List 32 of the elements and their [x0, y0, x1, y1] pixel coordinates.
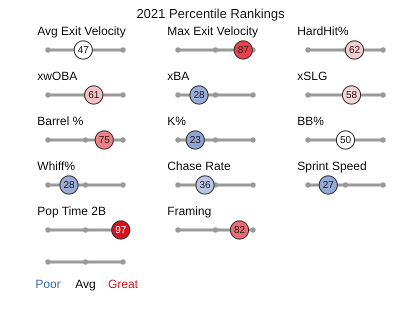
data-label: 61 [88, 90, 100, 101]
data-label: 47 [78, 45, 90, 56]
category-label: Whiff% [37, 159, 76, 173]
data-label: 87 [238, 45, 250, 56]
category-label: xSLG [297, 69, 328, 83]
data-label: 58 [346, 90, 358, 101]
category-label: BB% [297, 114, 324, 128]
data-label: 82 [234, 225, 246, 236]
text: Poor [35, 277, 61, 291]
category-label: xwOBA [37, 69, 78, 83]
category-label: Framing [167, 204, 212, 218]
category-label: Max Exit Velocity [167, 24, 258, 38]
data-label: 36 [199, 180, 211, 191]
text: Great [108, 277, 139, 291]
data-label: 62 [348, 45, 360, 56]
category-label: Chase Rate [167, 159, 231, 173]
category-label: Sprint Speed [297, 159, 367, 173]
data-label: 23 [190, 135, 202, 146]
data-label: 28 [193, 90, 205, 101]
data-label: 75 [98, 135, 110, 146]
category-label: xBA [167, 69, 190, 83]
category-label: Barrel % [37, 114, 84, 128]
data-label: 97 [115, 225, 127, 236]
category-label: Pop Time 2B [37, 204, 106, 218]
data-label: 50 [340, 135, 352, 146]
text: Avg [75, 277, 96, 291]
category-label: K% [167, 114, 186, 128]
text: 2021 Percentile Rankings [136, 6, 286, 21]
data-label: 27 [322, 180, 334, 191]
category-label: Avg Exit Velocity [37, 24, 126, 38]
data-label: 28 [63, 180, 75, 191]
category-label: HardHit% [297, 24, 349, 38]
